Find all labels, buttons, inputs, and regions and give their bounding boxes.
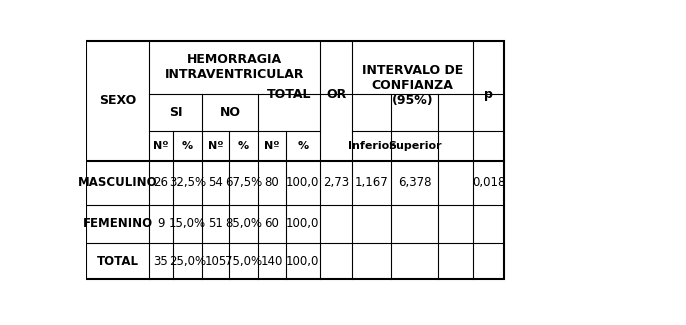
Text: NO: NO	[220, 106, 240, 119]
Text: 0,018: 0,018	[472, 176, 506, 189]
Text: 9: 9	[157, 217, 165, 230]
Text: SI: SI	[169, 106, 182, 119]
Text: p: p	[484, 88, 493, 101]
Text: Nº: Nº	[208, 141, 224, 151]
Text: 60: 60	[264, 217, 279, 230]
Text: 85,0%: 85,0%	[225, 217, 262, 230]
Text: 54: 54	[208, 176, 223, 189]
Text: 67,5%: 67,5%	[225, 176, 262, 189]
Text: %: %	[297, 141, 308, 151]
Text: Nº: Nº	[153, 141, 169, 151]
Text: MASCULINO: MASCULINO	[78, 176, 157, 189]
Text: 80: 80	[264, 176, 279, 189]
Text: Nº: Nº	[264, 141, 279, 151]
Text: 100,0: 100,0	[286, 176, 320, 189]
Text: 75,0%: 75,0%	[225, 255, 262, 268]
Text: SEXO: SEXO	[99, 94, 136, 107]
Text: 35: 35	[154, 255, 168, 268]
Text: 26: 26	[154, 176, 169, 189]
Text: 100,0: 100,0	[286, 255, 320, 268]
Text: 2,73: 2,73	[323, 176, 349, 189]
Text: %: %	[238, 141, 249, 151]
Text: %: %	[182, 141, 193, 151]
Text: INTERVALO DE
CONFIANZA
(95%): INTERVALO DE CONFIANZA (95%)	[362, 64, 464, 108]
Text: OR: OR	[326, 88, 346, 101]
Text: HEMORRAGIA
INTRAVENTRICULAR: HEMORRAGIA INTRAVENTRICULAR	[165, 54, 305, 82]
Text: TOTAL: TOTAL	[267, 88, 311, 101]
Text: 100,0: 100,0	[286, 217, 320, 230]
Text: Inferior: Inferior	[348, 141, 395, 151]
Text: 6,378: 6,378	[398, 176, 431, 189]
Text: Superior: Superior	[388, 141, 442, 151]
Text: 25,0%: 25,0%	[169, 255, 206, 268]
Text: 1,167: 1,167	[355, 176, 388, 189]
Text: 51: 51	[208, 217, 223, 230]
Text: 15,0%: 15,0%	[169, 217, 206, 230]
Text: FEMENINO: FEMENINO	[82, 217, 152, 230]
Text: TOTAL: TOTAL	[97, 255, 139, 268]
Bar	[86, 41, 504, 279]
Text: 32,5%: 32,5%	[169, 176, 206, 189]
Text: 140: 140	[261, 255, 283, 268]
Text: 105: 105	[204, 255, 226, 268]
